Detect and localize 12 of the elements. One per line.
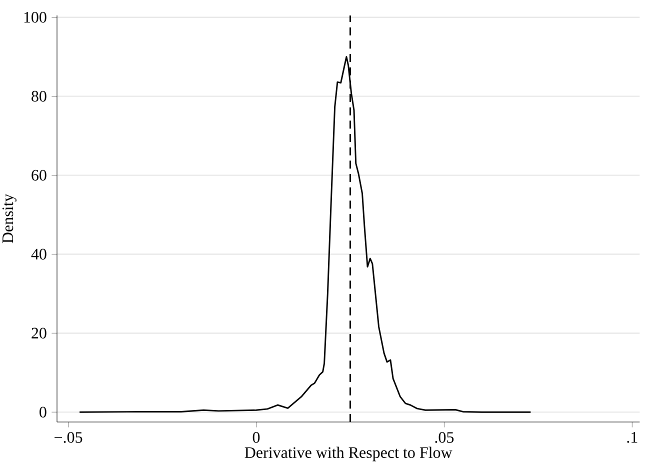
y-tick-label: 100 (24, 12, 46, 23)
x-tick-label: −.05 (54, 432, 82, 443)
x-tick-label: .1 (627, 432, 638, 443)
x-tick-label: .05 (435, 432, 454, 443)
y-tick-label: 40 (31, 248, 46, 260)
y-tick-label: 0 (40, 406, 46, 418)
x-axis-title: Derivative with Respect to Flow (244, 446, 452, 462)
x-tick-label: 0 (252, 432, 260, 443)
y-tick-label: 60 (32, 170, 46, 181)
y-tick-label: 80 (32, 90, 46, 102)
y-axis-title: Density (2, 194, 16, 244)
y-tick-label: 20 (32, 328, 46, 339)
